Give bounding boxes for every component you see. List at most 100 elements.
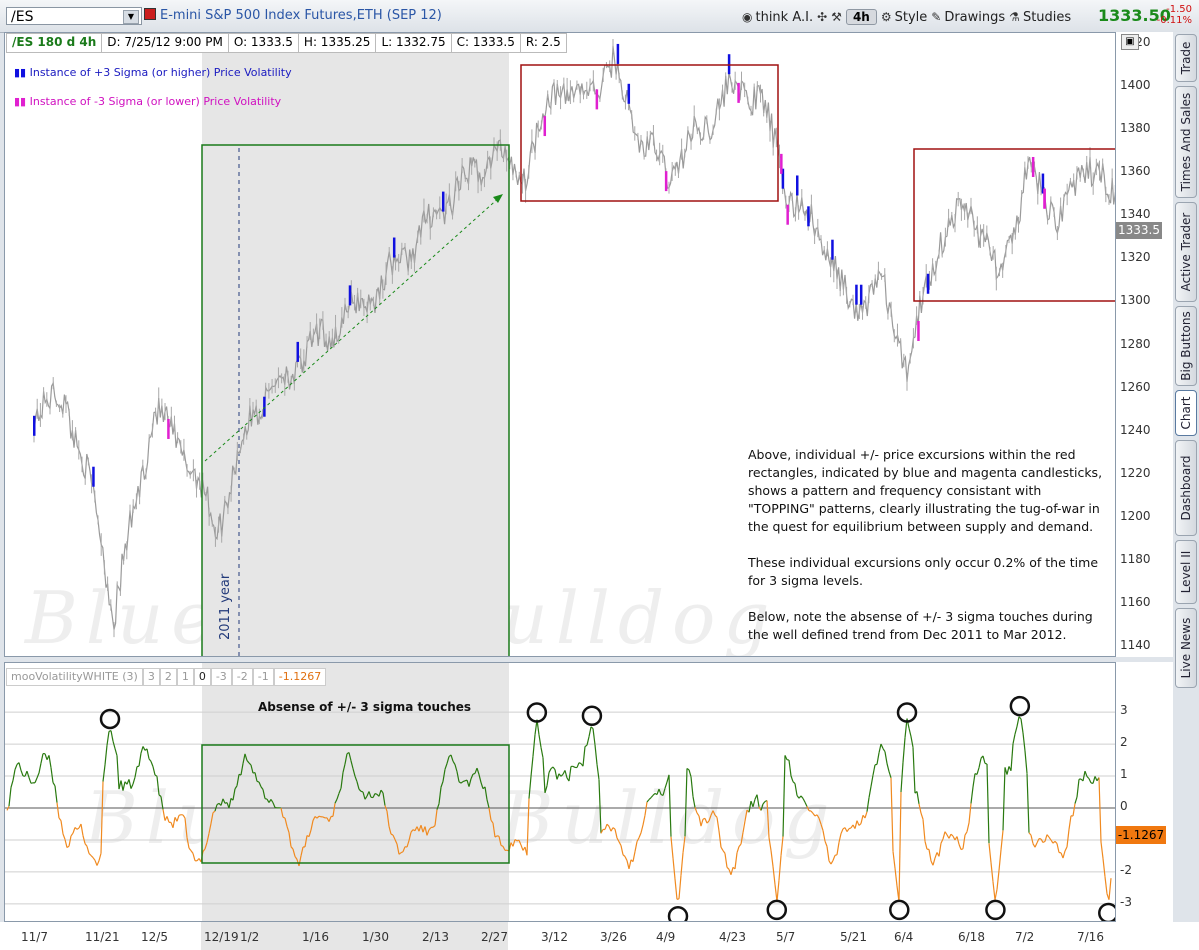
chart-settings-icon[interactable]: ▣ — [1121, 34, 1139, 50]
oscillator-segment — [972, 773, 976, 788]
oscillator-segment — [158, 794, 162, 797]
oscillator-segment — [772, 866, 776, 885]
oscillator-segment — [604, 823, 608, 830]
aggregation-button[interactable]: 4h — [845, 9, 877, 25]
oscillator-segment — [644, 801, 648, 816]
oscillator-segment — [114, 748, 118, 756]
oscillator-segment — [80, 823, 84, 836]
oscillator-segment — [434, 809, 438, 826]
time-axis[interactable]: 11/7 11/21 12/5 12/19 1/2 1/16 1/30 2/13 2/27 3/1… — [0, 922, 1199, 950]
study-name[interactable]: mooVolatilityWHITE (3) — [6, 668, 143, 686]
oscillator-segment — [74, 827, 78, 830]
time-tick-label: 1/16 — [302, 930, 329, 944]
price-tick-label: 1340 — [1120, 207, 1151, 222]
side-tab-live-news[interactable]: Live News — [1175, 608, 1197, 688]
price-chart[interactable]: Bluechip Bulldog — [4, 32, 1116, 657]
oscillator-segment — [490, 819, 494, 824]
oscillator-segment — [1064, 846, 1068, 852]
oscillator-segment — [582, 746, 586, 767]
oscillator-segment — [918, 803, 922, 814]
oscillator-segment — [748, 801, 752, 813]
oscillator-segment — [726, 866, 730, 870]
oscillator-segment — [304, 835, 308, 847]
eye-icon: ◉ — [742, 10, 753, 24]
oscillator-segment — [248, 762, 252, 766]
oscillator-segment — [150, 761, 154, 767]
oscillator-segment — [60, 820, 64, 835]
study-value: -1.1267 — [273, 668, 327, 686]
oscillator-segment — [994, 889, 998, 900]
symbol-dropdown-icon[interactable]: ▼ — [123, 10, 139, 24]
sigma-up-candle — [296, 341, 300, 362]
oscillator-segment — [1018, 716, 1022, 720]
oscillator-segment — [280, 807, 284, 818]
oscillator-segment — [360, 790, 364, 793]
oscillator-segment — [234, 785, 238, 790]
side-tab-times-and-sales[interactable]: Times And Sales — [1175, 86, 1197, 198]
oscillator-segment — [84, 843, 88, 847]
oscillator-segment — [822, 830, 826, 842]
oscillator-segment — [66, 845, 70, 849]
sigma-touch-marker — [766, 899, 788, 921]
oscillator-segment — [992, 881, 996, 900]
legend-minus-text: Instance of -3 Sigma (or lower) Price Vo… — [29, 95, 282, 108]
oscillator-segment — [28, 777, 32, 784]
oscillator-segment — [520, 844, 524, 851]
side-tab-dashboard[interactable]: Dashboard — [1175, 440, 1197, 536]
oscillator-segment — [780, 836, 784, 856]
oscillator-segment — [336, 793, 340, 800]
oscillator-segment — [352, 768, 356, 777]
sigma-up-candle — [92, 466, 95, 487]
oscillator-segment — [734, 852, 738, 869]
oscillator-segment — [1012, 734, 1016, 745]
sigma-up-candle — [627, 83, 631, 104]
crosshair-icon[interactable]: ✣ — [817, 10, 828, 24]
sigma-down-candle — [1043, 188, 1046, 209]
oscillator-segment — [34, 777, 38, 783]
price-tick-label: 1240 — [1120, 422, 1151, 437]
oscillator-segment — [162, 809, 166, 821]
side-tab-label: Level II — [1179, 550, 1193, 594]
side-tab-active-trader[interactable]: Active Trader — [1175, 202, 1197, 302]
oscillator-segment — [600, 829, 604, 834]
oscillator-segment — [282, 816, 286, 819]
oscillator-segment — [624, 856, 628, 861]
side-tab-trade[interactable]: Trade — [1175, 34, 1197, 82]
oscillator-segment — [1016, 716, 1020, 727]
oscillator-chart[interactable]: Bluechip Bulldog — [4, 662, 1116, 922]
think-ai-button[interactable]: ◉ think A.I. — [742, 10, 813, 25]
side-tab-level-ii[interactable]: Level II — [1175, 540, 1197, 604]
symbol-input[interactable]: /ES ▼ — [6, 7, 142, 25]
symbol-name-text: E-mini S&P 500 Index Futures,ETH (SEP 12… — [160, 8, 442, 23]
style-button[interactable]: ⚙ Style — [881, 10, 927, 25]
oscillator-segment — [940, 838, 944, 844]
oscillator-segment — [556, 773, 560, 780]
sigma-touch-marker — [526, 702, 548, 723]
drawings-button[interactable]: ✎ Drawings — [931, 10, 1005, 25]
side-tab-big-buttons[interactable]: Big Buttons — [1175, 306, 1197, 386]
oscillator-segment — [690, 776, 694, 797]
oscillator-segment — [300, 846, 304, 856]
note-paragraph-3: Below, note the absense of +/- 3 sigma t… — [748, 609, 1093, 642]
oscillator-segment — [1104, 876, 1108, 894]
oscillator-segment — [396, 843, 400, 855]
oscillator-segment — [824, 840, 828, 847]
price-chart-svg: Bluechip Bulldog — [23, 33, 1115, 656]
oscillator-segment — [400, 851, 404, 854]
oscillator-segment — [88, 853, 92, 856]
oscillator-segment — [132, 777, 136, 785]
oscillator-segment — [584, 744, 588, 748]
oscillator-segment — [760, 803, 764, 811]
oscillator-segment — [684, 768, 688, 837]
oscillator-segment — [402, 846, 406, 852]
price-axis[interactable]: 1420140013801360134013201300128012601240… — [1116, 32, 1173, 657]
oscillator-segment — [314, 816, 318, 819]
oscillator-segment — [964, 831, 968, 836]
oscillator-segment — [970, 786, 974, 804]
studies-button[interactable]: ⚗ Studies — [1009, 10, 1071, 25]
ohlc-infobar: /ES 180 d 4h D: 7/25/12 9:00 PM O: 1333.… — [6, 33, 567, 53]
oscillator-segment — [250, 764, 254, 774]
wrench-icon[interactable]: ⚒ — [831, 10, 842, 24]
side-tab-chart[interactable]: Chart — [1175, 390, 1197, 436]
